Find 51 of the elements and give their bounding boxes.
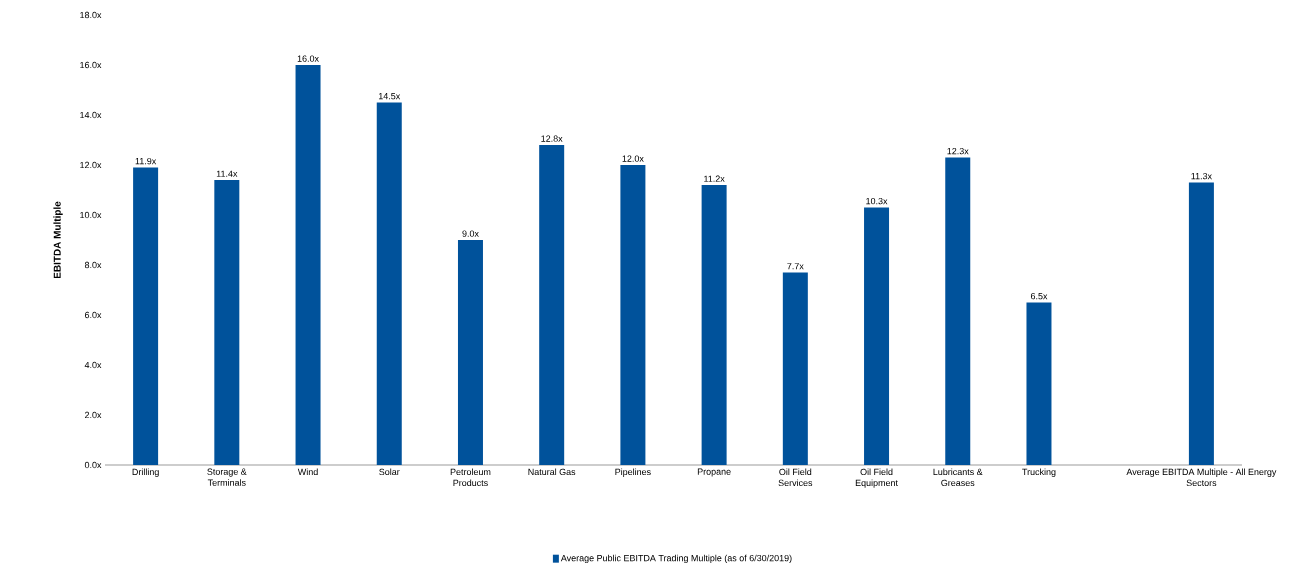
y-tick-label: 16.0x xyxy=(80,61,102,69)
bar xyxy=(945,157,971,465)
bar xyxy=(295,65,321,465)
data-label: 10.3x xyxy=(866,197,888,205)
bar xyxy=(133,167,159,465)
bar xyxy=(376,102,402,465)
y-tick-label: 8.0x xyxy=(84,261,102,269)
data-label: 14.5x xyxy=(378,93,401,100)
bar xyxy=(457,240,483,465)
bar xyxy=(1188,182,1214,465)
x-tick-label: Storage & Terminals xyxy=(207,468,247,486)
bar xyxy=(701,185,727,465)
x-tick-label: Wind xyxy=(297,468,318,476)
bar xyxy=(782,272,808,465)
y-tick-label: 10.0x xyxy=(80,211,102,219)
y-tick-label: 6.0x xyxy=(84,311,102,319)
y-tick-label: 14.0x xyxy=(80,111,102,119)
data-label: 6.5x xyxy=(1030,292,1048,300)
x-tick-label: Drilling xyxy=(132,468,159,477)
bar xyxy=(214,180,240,465)
x-tick-label: Lubricants & Greases xyxy=(933,468,983,487)
bar xyxy=(539,145,565,465)
y-tick-label: 18.0x xyxy=(80,11,102,19)
data-label: 7.7x xyxy=(787,263,804,270)
data-label: 9.0x xyxy=(462,230,479,237)
legend-label: Average Public EBITDA Trading Multiple (as of 6/30/2019) xyxy=(560,554,792,564)
x-tick-label: Petroleum Products xyxy=(450,468,491,487)
data-label: 12.8x xyxy=(541,135,563,142)
x-tick-label: Natural Gas xyxy=(528,468,576,476)
bar xyxy=(620,165,646,465)
data-label: 12.3x xyxy=(947,147,969,155)
y-tick-label: 0.0x xyxy=(84,461,102,469)
y-tick-label: 2.0x xyxy=(84,411,102,419)
data-label: 16.0x xyxy=(297,55,319,62)
data-label: 11.9x xyxy=(135,157,157,165)
data-label: 12.0x xyxy=(622,155,644,162)
x-tick-label: Trucking xyxy=(1022,468,1056,477)
x-tick-label: Oil Field Services xyxy=(778,468,813,487)
data-label: 11.2x xyxy=(704,175,725,182)
bar xyxy=(864,207,890,465)
x-tick-label: Propane xyxy=(697,468,731,477)
data-label: 11.4x xyxy=(216,170,238,177)
data-label: 11.3x xyxy=(1191,172,1212,180)
x-tick-label: Solar xyxy=(379,468,400,476)
y-tick-label: 12.0x xyxy=(80,161,102,169)
y-tick-label: 4.0x xyxy=(84,361,102,369)
bar xyxy=(1026,302,1052,465)
x-tick-label: Oil Field Equipment xyxy=(855,468,898,488)
x-tick-label: Average EBITDA Multiple - All Energy Sectors xyxy=(1126,468,1277,487)
x-tick-label: Pipelines xyxy=(615,468,651,477)
y-axis-title: EBITDA Multiple xyxy=(53,201,63,279)
